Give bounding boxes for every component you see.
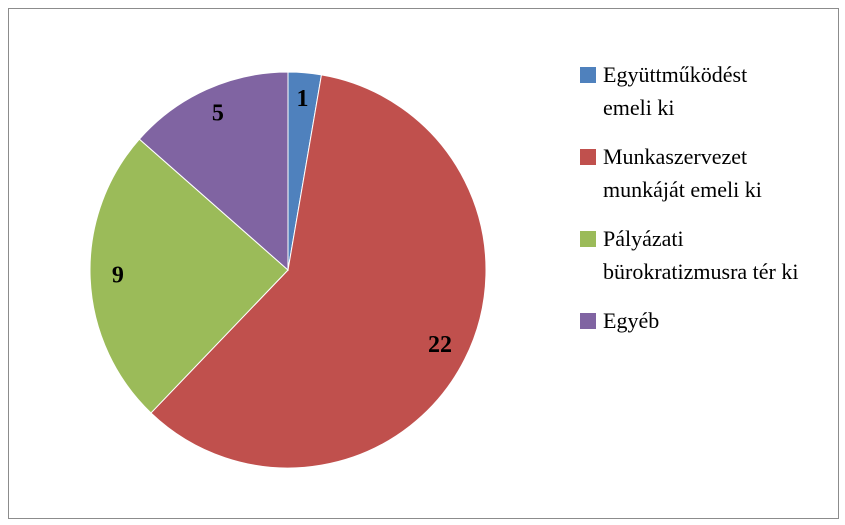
legend-item: Pályázati bürokratizmusra tér ki <box>580 222 818 288</box>
legend: Együttműködést emeli ki Munkaszervezet mu… <box>580 58 818 353</box>
pie-slice <box>138 71 289 272</box>
pie-slice <box>89 138 289 414</box>
legend-swatch <box>580 149 596 165</box>
legend-label: Pályázati bürokratizmusra tér ki <box>603 226 799 284</box>
legend-item: Együttműködést emeli ki <box>580 58 763 124</box>
legend-swatch <box>580 67 596 83</box>
legend-label: Együttműködést emeli ki <box>603 62 748 120</box>
legend-swatch <box>580 313 596 329</box>
legend-swatch <box>580 231 596 247</box>
legend-item: Munkaszervezet munkáját emeli ki <box>580 140 818 206</box>
data-label: 1 <box>296 86 308 112</box>
data-label: 9 <box>112 263 124 289</box>
legend-label: Munkaszervezet munkáját emeli ki <box>603 144 762 202</box>
pie-slice <box>150 74 487 469</box>
legend-item: Egyéb <box>580 304 818 337</box>
data-label: 5 <box>212 100 224 126</box>
data-label: 22 <box>428 332 452 358</box>
legend-label: Egyéb <box>603 308 660 333</box>
chart-frame <box>8 8 839 519</box>
